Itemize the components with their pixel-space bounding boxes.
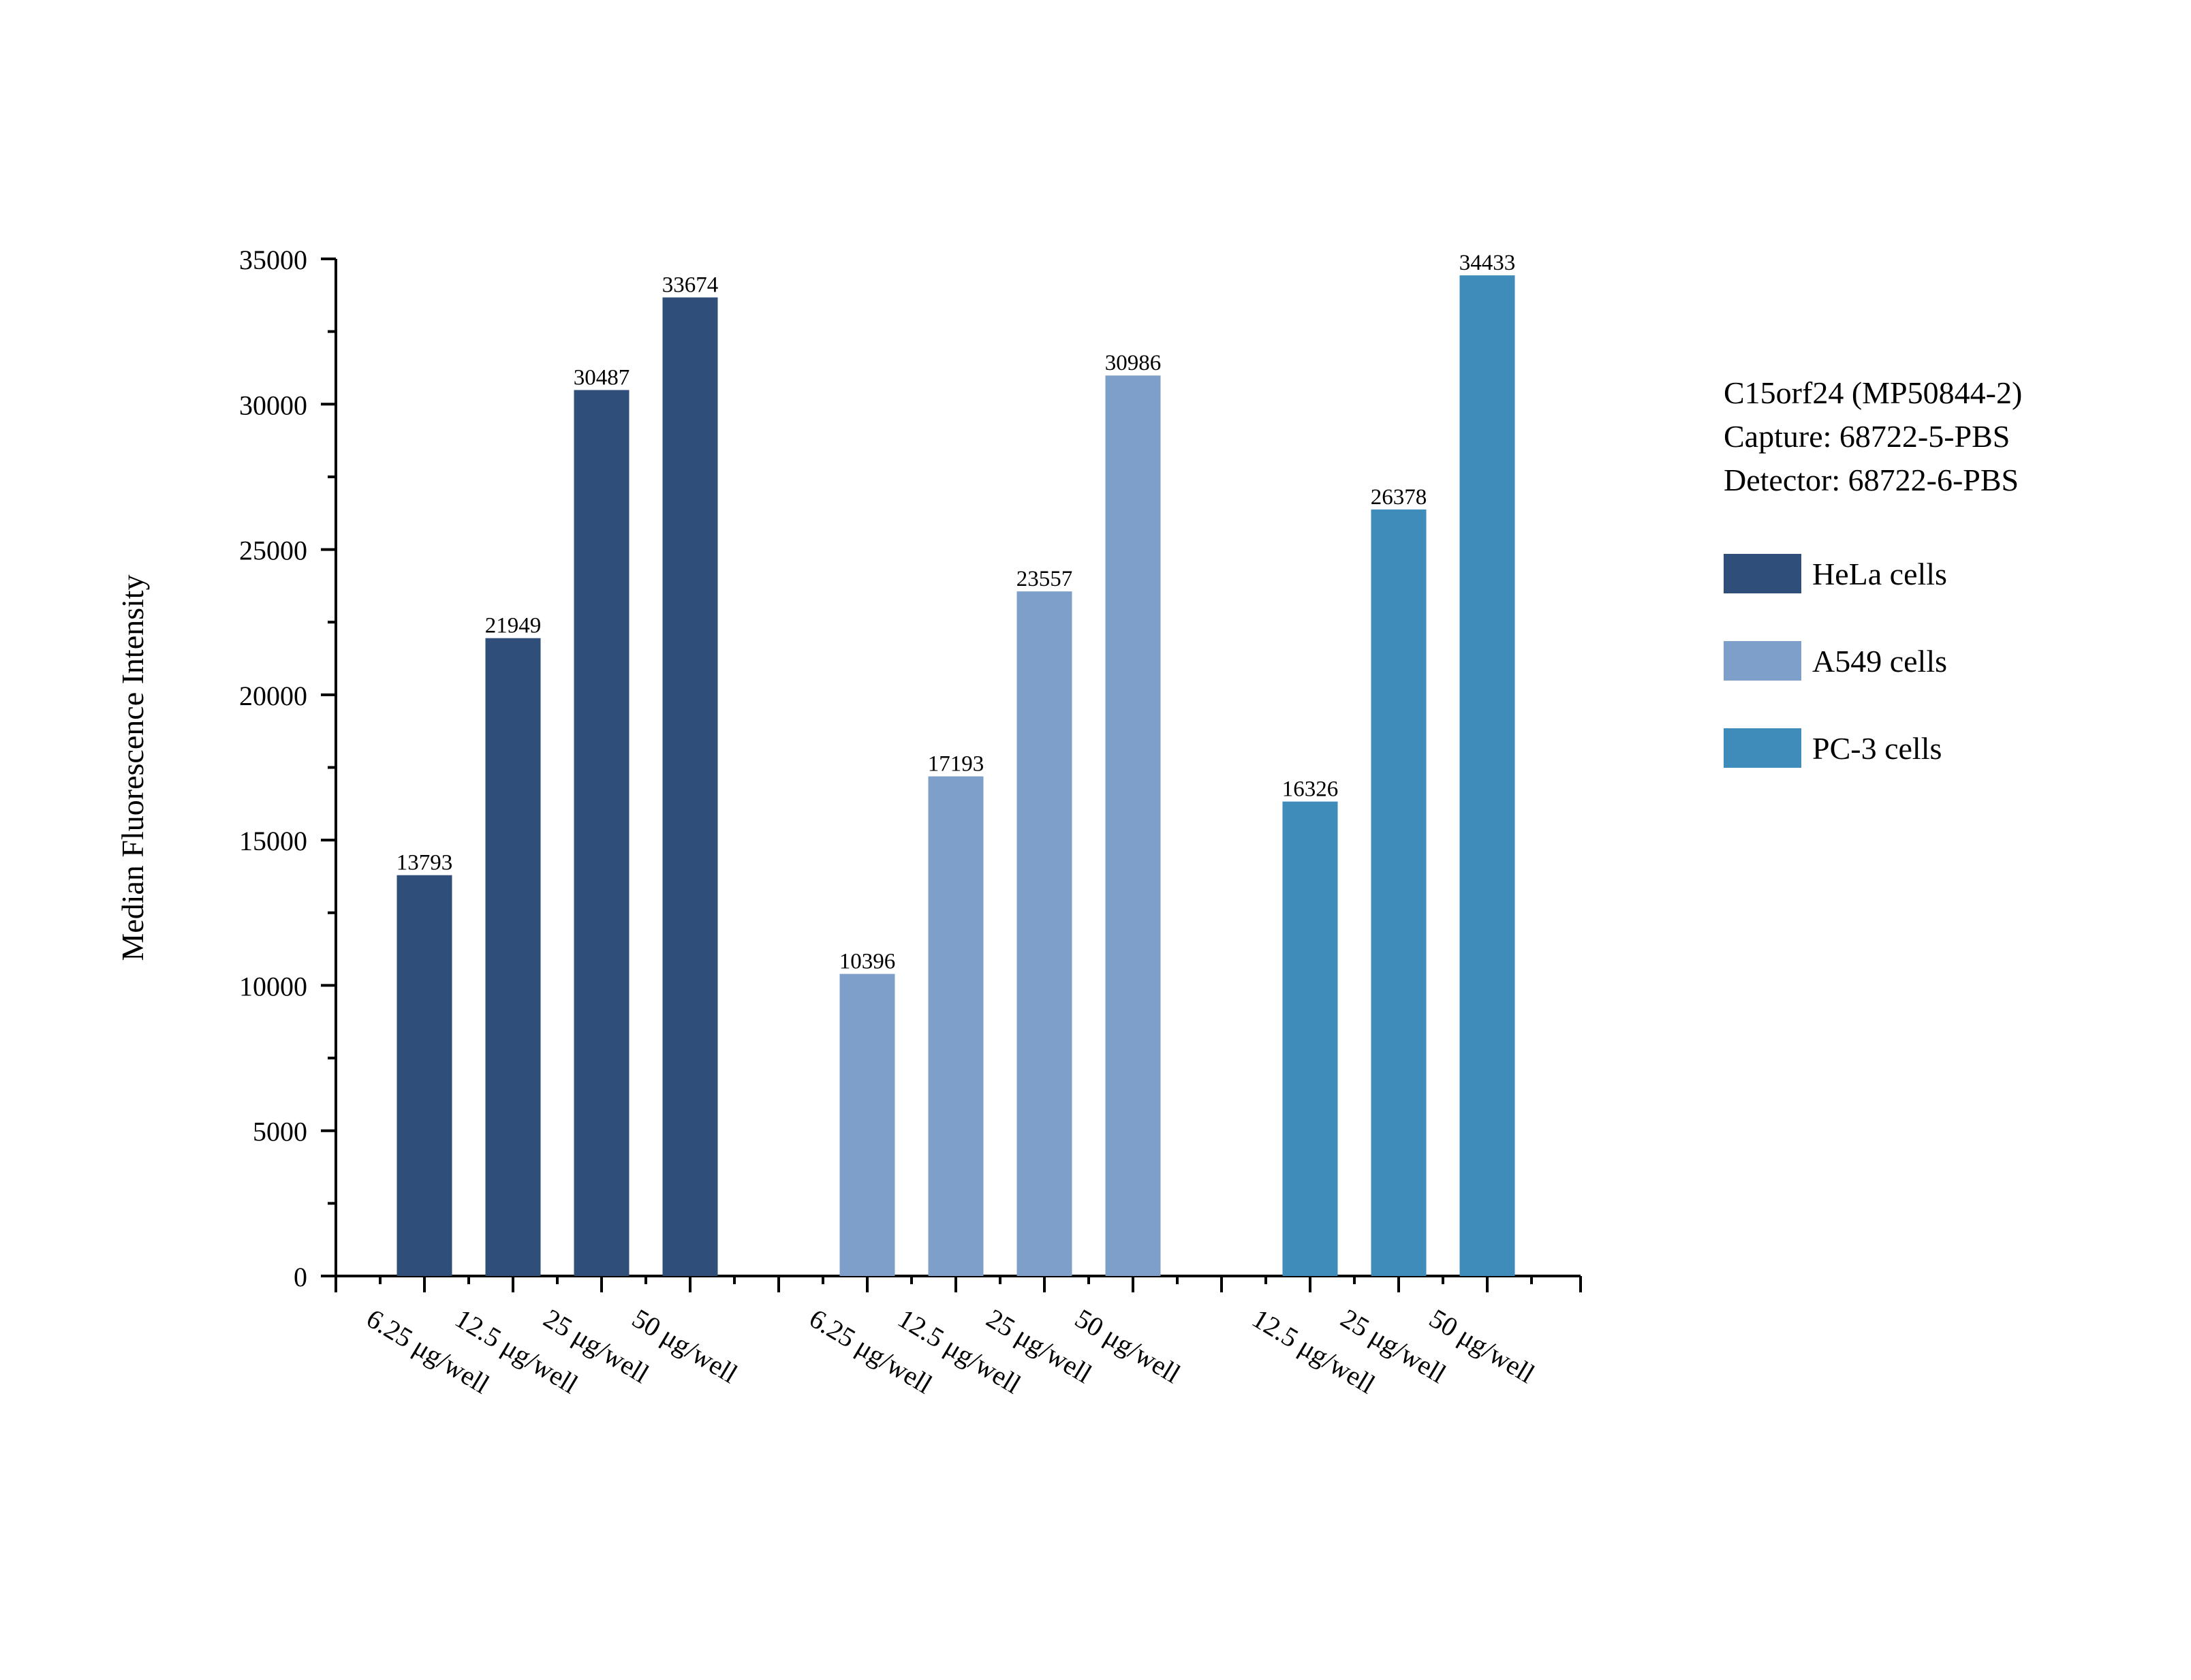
legend-label-pc3: PC-3 cells	[1812, 730, 1942, 766]
data-label: 30487	[574, 366, 630, 390]
y-tick-label: 30000	[239, 390, 307, 420]
title-line-3: Detector: 68722-6-PBS	[1724, 463, 2019, 497]
data-label: 21949	[485, 614, 542, 638]
bar	[1282, 801, 1338, 1276]
data-label: 34433	[1459, 251, 1516, 275]
data-label: 33674	[662, 273, 719, 298]
bar	[397, 875, 452, 1276]
y-tick-label: 20000	[239, 681, 307, 711]
y-tick-label: 10000	[239, 971, 307, 1001]
title-line-2: Capture: 68722-5-PBS	[1724, 419, 2010, 454]
chart-title: C15orf24 (MP50844-2) Capture: 68722-5-PB…	[1724, 371, 2022, 502]
data-label: 30986	[1105, 351, 1162, 375]
y-tick-label: 25000	[239, 535, 307, 566]
legend-item-hela: HeLa cells	[1724, 553, 2022, 594]
data-label: 10396	[839, 950, 896, 974]
bar	[1371, 509, 1427, 1277]
data-label: 17193	[928, 752, 984, 777]
y-axis-label: Median Fluorescence Intensity	[115, 574, 150, 961]
legend-item-pc3: PC-3 cells	[1724, 728, 2022, 768]
legend-swatch-pc3	[1724, 728, 1801, 768]
y-tick-label: 15000	[239, 826, 307, 856]
y-tick-label: 35000	[239, 245, 307, 275]
legend-label-hela: HeLa cells	[1812, 556, 1947, 591]
legend-swatch-a549	[1724, 641, 1801, 681]
y-tick-label: 5000	[253, 1117, 307, 1147]
title-line-1: C15orf24 (MP50844-2)	[1724, 375, 2023, 410]
data-label: 16326	[1282, 777, 1339, 802]
data-label: 13793	[397, 851, 453, 875]
bar	[839, 974, 895, 1276]
y-tick-label: 0	[294, 1262, 307, 1292]
legend-label-a549: A549 cells	[1812, 643, 1948, 679]
data-label: 23557	[1016, 567, 1073, 591]
bar	[662, 297, 718, 1277]
legend-item-a549: A549 cells	[1724, 640, 2022, 681]
bar	[574, 390, 630, 1276]
bar	[1459, 275, 1515, 1276]
bar	[485, 638, 541, 1276]
data-label: 26378	[1371, 485, 1427, 510]
legend-items: HeLa cells A549 cells PC-3 cells	[1724, 553, 2022, 768]
legend-swatch-hela	[1724, 554, 1801, 593]
bar	[1105, 375, 1161, 1276]
bar	[1016, 591, 1072, 1276]
legend: C15orf24 (MP50844-2) Capture: 68722-5-PB…	[1724, 371, 2022, 815]
bar	[928, 776, 984, 1276]
